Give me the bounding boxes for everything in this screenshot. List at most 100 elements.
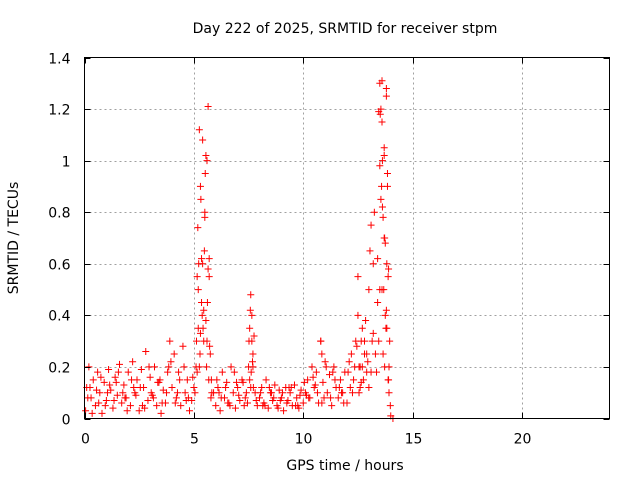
data-point xyxy=(109,404,117,412)
data-point xyxy=(88,409,96,417)
data-point xyxy=(145,363,153,371)
data-point xyxy=(246,324,254,332)
data-point xyxy=(157,409,165,417)
data-point xyxy=(217,394,225,402)
data-point xyxy=(93,386,101,394)
data-point xyxy=(167,358,175,366)
data-point xyxy=(247,368,255,376)
data-point xyxy=(200,337,208,345)
data-point xyxy=(385,376,393,384)
data-point xyxy=(376,286,384,294)
data-point xyxy=(296,391,304,399)
data-point xyxy=(318,399,326,407)
data-point xyxy=(234,384,242,392)
data-point xyxy=(147,389,155,397)
data-point xyxy=(200,306,208,314)
data-point xyxy=(257,389,265,397)
data-point xyxy=(235,391,243,399)
data-point xyxy=(245,337,253,345)
data-point xyxy=(196,350,204,358)
data-point xyxy=(189,373,197,381)
data-point xyxy=(246,376,254,384)
data-point xyxy=(205,376,213,384)
data-point xyxy=(348,389,356,397)
data-point xyxy=(173,389,181,397)
x-tick-label: 10 xyxy=(295,432,313,448)
data-point xyxy=(379,350,387,358)
data-point xyxy=(119,389,127,397)
data-point xyxy=(386,402,394,410)
data-point xyxy=(312,368,320,376)
data-point xyxy=(191,389,199,397)
data-point xyxy=(354,273,362,281)
y-tick-label: 1.2 xyxy=(48,103,70,119)
data-point xyxy=(182,396,190,404)
data-point xyxy=(362,317,370,325)
data-point xyxy=(338,389,346,397)
data-point xyxy=(376,162,384,170)
x-tick-label: 0 xyxy=(81,432,90,448)
data-point xyxy=(102,396,110,404)
data-point xyxy=(259,402,267,410)
data-point xyxy=(378,182,386,190)
data-point xyxy=(378,203,386,211)
data-point xyxy=(202,317,210,325)
data-point xyxy=(330,363,338,371)
data-point xyxy=(230,368,238,376)
data-point xyxy=(323,389,331,397)
data-point xyxy=(203,363,211,371)
data-point xyxy=(142,347,150,355)
data-point xyxy=(153,402,161,410)
data-point xyxy=(382,92,390,100)
data-point xyxy=(380,234,388,242)
data-point xyxy=(383,260,391,268)
data-point xyxy=(186,407,193,415)
data-point xyxy=(199,324,207,332)
data-point xyxy=(380,144,388,152)
data-point xyxy=(97,373,105,381)
data-point xyxy=(95,399,103,407)
data-point xyxy=(365,384,373,392)
data-point xyxy=(86,384,94,392)
chart-title: Day 222 of 2025, SRMTID for receiver stp… xyxy=(193,21,498,37)
data-point xyxy=(328,402,336,410)
data-point xyxy=(196,182,204,190)
data-point xyxy=(382,84,390,92)
data-point xyxy=(121,394,129,402)
data-point xyxy=(137,366,145,374)
data-point xyxy=(370,208,378,216)
data-point xyxy=(233,378,241,386)
data-point xyxy=(313,389,321,397)
data-point xyxy=(378,157,386,165)
y-tick-label: 0.6 xyxy=(48,258,70,274)
data-point xyxy=(175,368,183,376)
data-point xyxy=(98,409,106,417)
data-point xyxy=(258,384,266,392)
data-point xyxy=(213,376,221,384)
y-tick-label: 1.4 xyxy=(48,52,70,68)
data-point xyxy=(344,368,352,376)
data-point xyxy=(386,337,394,345)
data-point xyxy=(198,311,206,319)
data-point xyxy=(194,224,202,232)
data-point xyxy=(367,221,375,229)
data-point xyxy=(247,384,255,392)
data-point xyxy=(195,363,203,371)
data-point xyxy=(297,386,305,394)
data-point xyxy=(354,311,362,319)
data-point xyxy=(376,110,384,118)
data-point xyxy=(340,399,348,407)
data-point xyxy=(278,389,286,397)
data-point xyxy=(383,182,391,190)
data-point xyxy=(331,376,339,384)
data-point xyxy=(369,329,377,337)
data-point xyxy=(347,350,355,358)
data-point xyxy=(271,381,279,389)
data-point xyxy=(135,407,143,415)
data-point xyxy=(381,311,389,319)
data-point xyxy=(180,363,188,371)
y-tick-label: 0.8 xyxy=(48,206,70,222)
data-point xyxy=(358,324,366,332)
